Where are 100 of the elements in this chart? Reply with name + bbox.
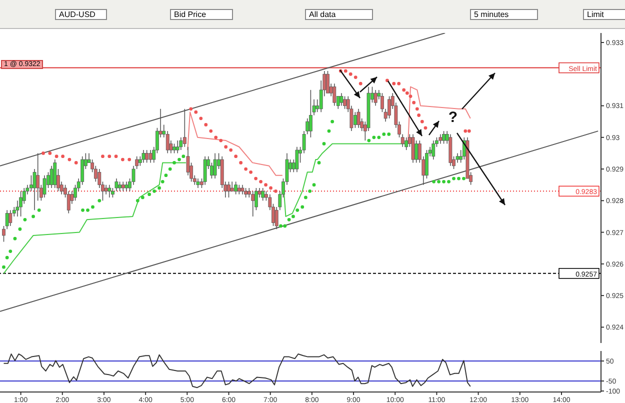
candlestick [251,190,255,217]
point [402,88,406,92]
candlestick [104,184,108,195]
candlestick [227,181,230,198]
candlestick [332,83,336,106]
candlestick [172,143,176,154]
point [327,129,331,133]
candlestick [121,181,125,192]
point [415,107,419,111]
candlestick [374,90,378,106]
candlestick [414,140,418,164]
candlestick [148,150,152,164]
point [199,116,203,120]
point [308,189,312,193]
point [287,218,291,222]
candlestick [53,159,57,188]
point [432,180,436,184]
point [392,82,396,86]
point [424,126,428,130]
candlestick [108,184,112,198]
candlestick [380,92,384,112]
point [101,154,104,158]
point [259,180,262,184]
candlestick [261,188,265,202]
point [397,82,401,86]
candlestick [356,108,360,128]
point [387,132,391,136]
candlestick [234,181,238,195]
candlestick [343,96,346,110]
point [292,214,295,218]
candlestick [244,188,248,198]
point [283,224,287,228]
point [18,227,22,231]
point [204,123,208,126]
point [54,154,58,158]
candlestick [295,146,299,173]
candlestick [404,136,408,150]
point [467,129,471,133]
point [98,198,102,202]
point [254,176,258,180]
point [48,152,52,155]
point [386,78,389,82]
point [274,189,278,193]
chart-title: AUD-USD [55,9,107,20]
point [214,136,218,140]
candlestick [240,184,244,195]
point [189,107,193,111]
point [164,174,168,178]
candlestick [432,140,436,160]
candlestick [29,174,33,192]
candlestick [50,165,54,188]
point [229,148,233,152]
candlestick [179,136,183,150]
annotation: ? [448,109,458,126]
line-series [3,354,471,388]
candlestick [353,112,357,128]
point [172,161,176,164]
point [348,72,352,76]
candlestick [8,210,12,226]
point [234,154,238,158]
point [447,180,450,184]
candlestick [442,130,446,144]
point [178,158,181,162]
point [140,196,144,200]
point [372,136,376,140]
point [219,138,223,142]
point [244,167,248,171]
candlestick [326,70,330,94]
point [23,218,27,222]
point [408,94,412,98]
point [128,158,132,162]
candlestick [438,134,442,144]
point [152,189,156,193]
point [442,180,446,184]
point [91,205,94,209]
point [279,224,282,228]
point [61,154,64,158]
point [412,100,416,104]
point [452,176,456,180]
candlestick [42,174,46,198]
candlestick [124,181,128,192]
point [5,256,9,260]
point [194,110,198,114]
point [382,132,386,136]
point [330,120,334,124]
text: 5 minutes [470,9,538,20]
point [224,145,228,149]
point [300,205,304,209]
point [42,152,45,155]
point [420,120,424,124]
candlestick [203,156,207,186]
point [358,82,362,86]
point [249,170,252,174]
point [462,176,466,180]
point [86,208,90,212]
point [160,180,164,184]
point [239,161,243,164]
point [304,196,308,200]
point [37,208,41,212]
point [168,167,172,171]
